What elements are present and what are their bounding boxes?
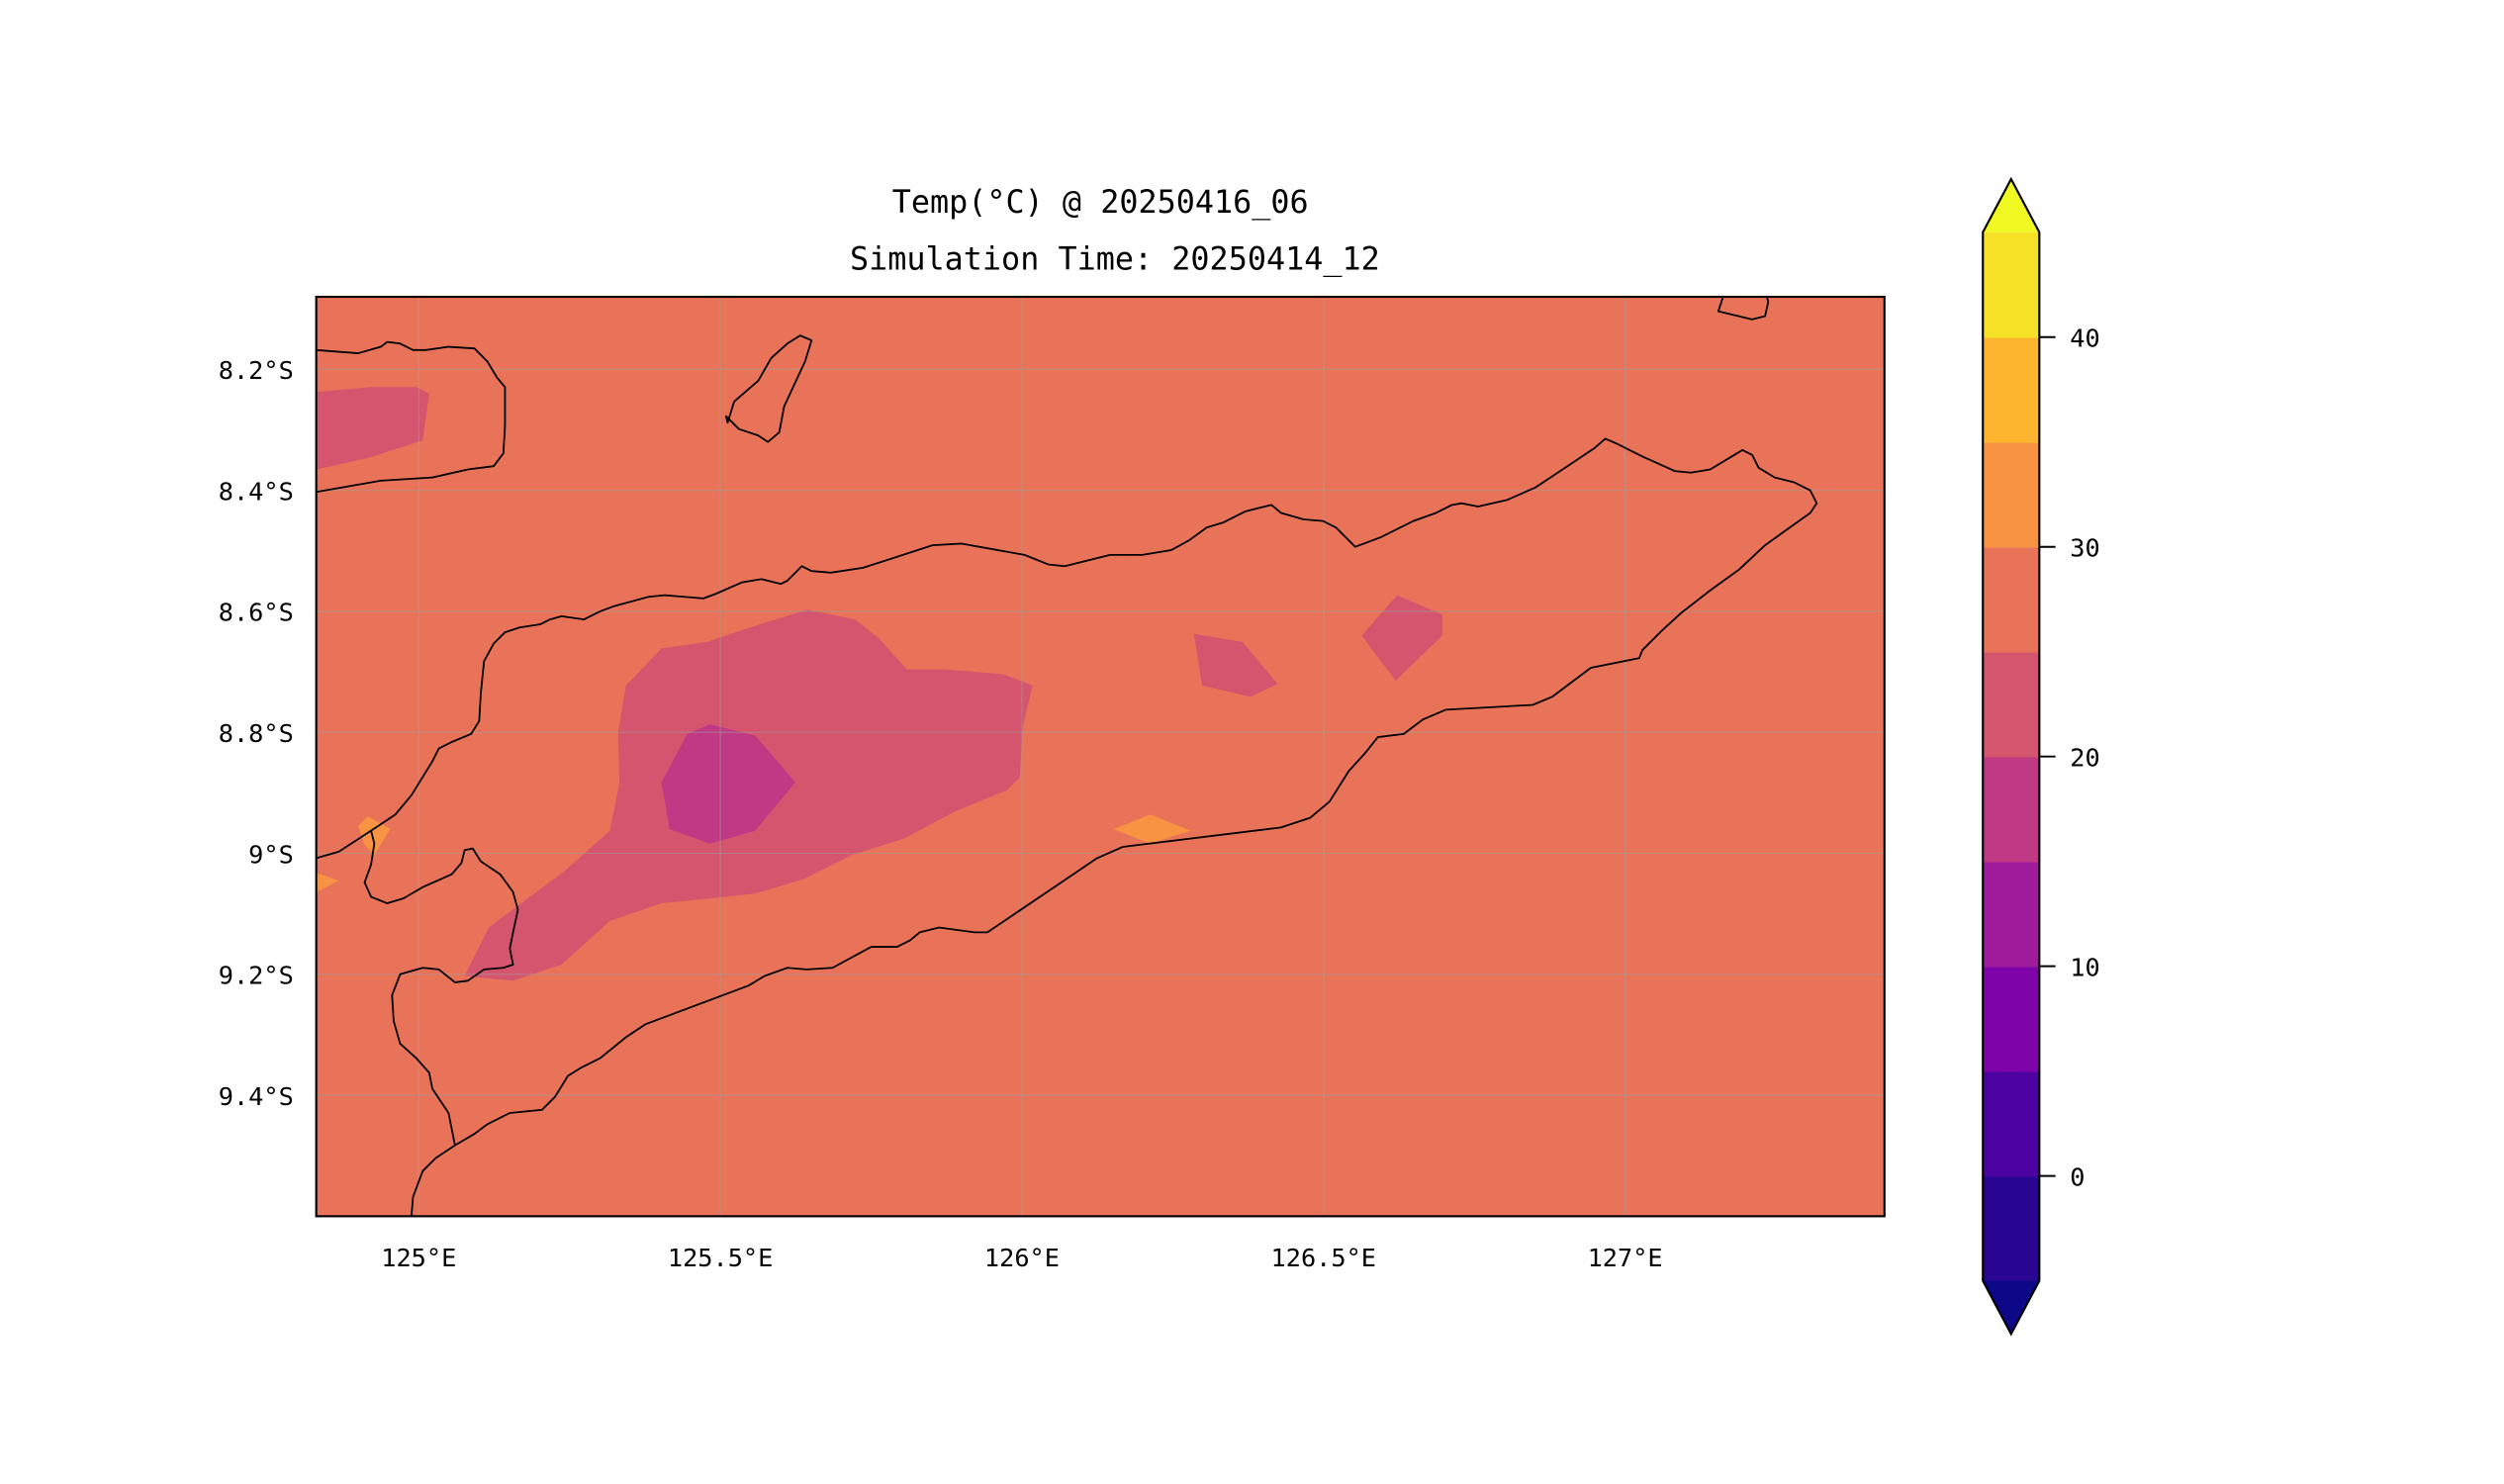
colorbar-outline bbox=[1982, 176, 2041, 1337]
colorbar-tick-label: 20 bbox=[2070, 743, 2099, 772]
coastline-atauro bbox=[724, 334, 813, 443]
contour-fill-20-25-northwest bbox=[316, 387, 429, 470]
colorbar-extend-under bbox=[1983, 1280, 2040, 1335]
contour-fill-20-25-east-b bbox=[1361, 595, 1442, 682]
contour-fill-25-30 bbox=[316, 297, 1885, 1217]
colorbar-bin bbox=[1983, 966, 2040, 1072]
colorbar-bin bbox=[1983, 1070, 2040, 1177]
colorbar-bin bbox=[1983, 336, 2040, 443]
colorbar-bin bbox=[1983, 861, 2040, 968]
colorbar-tick-label: 10 bbox=[2070, 953, 2099, 981]
colorbar-tick-label: 40 bbox=[2070, 325, 2099, 353]
y-tick-label: 8.4°S bbox=[219, 477, 294, 506]
x-axis: 125°E 125.5°E 126°E 126.5°E 127°E bbox=[381, 1244, 1662, 1272]
y-tick-label: 8.2°S bbox=[219, 356, 294, 385]
y-tick-label: 9.2°S bbox=[219, 962, 294, 990]
chart-title: Temp(°C) @ 20250416_06 bbox=[892, 184, 1309, 221]
contour-fill-30-35-c bbox=[316, 873, 339, 892]
x-tick-label: 125°E bbox=[381, 1244, 456, 1272]
chart-subtitle: Simulation Time: 20250414_12 bbox=[850, 240, 1380, 277]
colorbar: 0 10 20 30 40 bbox=[1982, 176, 2100, 1337]
gridlines bbox=[316, 297, 1885, 1217]
contour-fill-30-35-b bbox=[358, 816, 391, 856]
colorbar-bin bbox=[1983, 441, 2040, 548]
contour-fill-15-20-core bbox=[661, 724, 795, 844]
y-tick-label: 8.6°S bbox=[219, 599, 294, 627]
colorbar-extend-over bbox=[1983, 178, 2040, 232]
coastline-northwest-island bbox=[316, 340, 507, 494]
x-tick-label: 127°E bbox=[1588, 1244, 1663, 1272]
colorbar-tick-label: 0 bbox=[2070, 1162, 2085, 1191]
y-tick-label: 9°S bbox=[248, 840, 294, 869]
contour-fill-20-25-east-a bbox=[1193, 633, 1278, 697]
y-tick-label: 8.8°S bbox=[219, 719, 294, 748]
coastline-oecusse bbox=[363, 830, 519, 1146]
x-tick-label: 126°E bbox=[984, 1244, 1060, 1272]
coastlines bbox=[316, 297, 1818, 1217]
colorbar-tick-label: 30 bbox=[2070, 534, 2099, 563]
map-frame bbox=[315, 295, 1886, 1218]
y-axis: 8.2°S 8.4°S 8.6°S 8.8°S 9°S 9.2°S 9.4°S bbox=[219, 356, 294, 1111]
y-tick-label: 9.4°S bbox=[219, 1082, 294, 1111]
coastline-northeast-island bbox=[1716, 297, 1770, 321]
colorbar-bin bbox=[1983, 756, 2040, 863]
x-tick-label: 126.5°E bbox=[1271, 1244, 1376, 1272]
contour-fill-30-35-a bbox=[1113, 814, 1191, 844]
colorbar-bin bbox=[1983, 651, 2040, 758]
x-tick-label: 125.5°E bbox=[668, 1244, 773, 1272]
colorbar-bin bbox=[1983, 232, 2040, 338]
coastline-timor bbox=[316, 437, 1818, 1217]
map-area bbox=[316, 297, 1885, 1217]
colorbar-bin bbox=[1983, 1175, 2040, 1282]
colorbar-bin bbox=[1983, 546, 2040, 653]
